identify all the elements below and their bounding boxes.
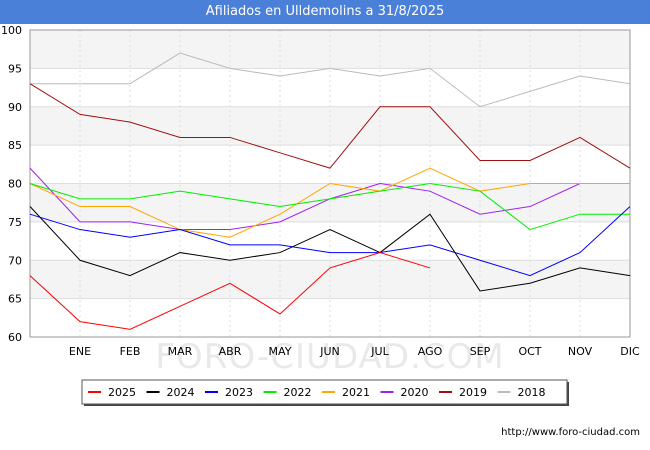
- series-line-2018: [30, 52, 631, 108]
- y-tick-label: 60: [8, 331, 22, 344]
- legend-label-2018: 2018: [518, 386, 546, 399]
- x-tick-label: FEB: [120, 345, 141, 358]
- legend: 2025 2024 2023 2022 2021 2020 2019 2018: [81, 379, 569, 406]
- legend-label-2020: 2020: [401, 386, 429, 399]
- y-tick-label: 85: [8, 139, 22, 152]
- x-tick-label: DIC: [620, 345, 640, 358]
- series-line-2025: [29, 252, 431, 330]
- legend-label-2023: 2023: [225, 386, 253, 399]
- legend-label-2025: 2025: [108, 386, 136, 399]
- x-tick-label: ENE: [69, 345, 91, 358]
- x-tick-label: NOV: [568, 345, 593, 358]
- series-line-2019: [29, 83, 631, 169]
- legend-label-2024: 2024: [167, 386, 195, 399]
- y-tick-label: 100: [1, 24, 22, 37]
- y-tick-label: 65: [8, 293, 22, 306]
- source-url[interactable]: http://www.foro-ciudad.com: [501, 427, 640, 438]
- chart-title: Afiliados en Ulldemolins a 31/8/2025: [205, 4, 445, 19]
- legend-label-2019: 2019: [459, 386, 487, 399]
- series-line-2023: [29, 206, 631, 277]
- y-tick-label: 90: [8, 101, 22, 114]
- legend-label-2021: 2021: [342, 386, 370, 399]
- y-tick-label: 80: [8, 178, 22, 191]
- x-tick-label: JUL: [370, 345, 389, 358]
- x-tick-label: SEP: [470, 345, 491, 358]
- y-tick-label: 95: [8, 62, 22, 75]
- legend-label-2022: 2022: [284, 386, 312, 399]
- series-line-2022: [29, 182, 630, 231]
- x-tick-label: OCT: [518, 345, 541, 358]
- x-tick-label: JUN: [319, 345, 340, 358]
- series-line-2024: [29, 206, 631, 292]
- y-tick-label: 75: [8, 216, 22, 229]
- x-tick-label: MAR: [168, 345, 193, 358]
- x-tick-label: ABR: [219, 345, 242, 358]
- x-tick-label: AGO: [418, 345, 443, 358]
- watermark-text: FORO-CIUDAD.COM: [155, 337, 504, 377]
- x-tick-label: MAY: [269, 345, 292, 358]
- title-bar: [0, 0, 650, 24]
- y-tick-label: 70: [8, 254, 22, 267]
- series-line-2021: [29, 167, 630, 238]
